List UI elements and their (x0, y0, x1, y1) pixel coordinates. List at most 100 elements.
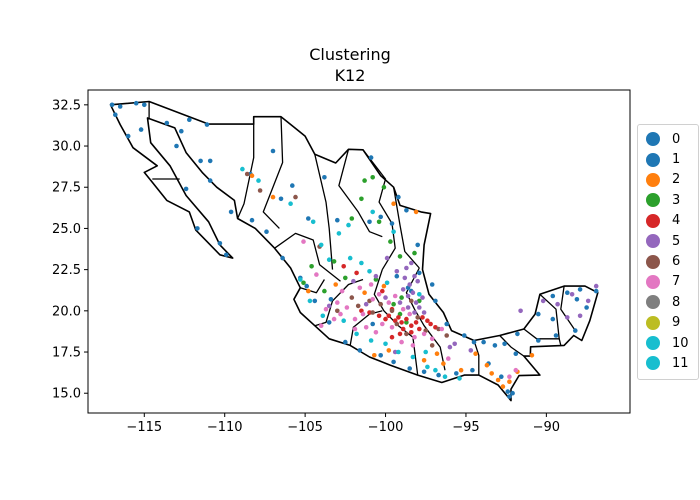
data-point-cluster-1 (510, 390, 515, 396)
data-point-cluster-7 (410, 343, 416, 348)
plot-frame (87, 89, 631, 414)
data-point-cluster-1 (536, 311, 541, 317)
legend-marker (646, 295, 660, 310)
data-point-cluster-3 (376, 219, 382, 225)
data-point-cluster-1 (577, 287, 583, 292)
data-point-cluster-1 (593, 288, 599, 294)
data-point-cluster-1 (553, 333, 559, 338)
data-point-cluster-10 (318, 242, 324, 248)
data-point-cluster-10 (298, 277, 303, 282)
data-point-cluster-2 (270, 194, 276, 200)
data-point-cluster-1 (415, 242, 421, 248)
data-point-cluster-5 (413, 300, 419, 305)
state-border (274, 232, 341, 282)
legend-marker (646, 172, 660, 187)
state-border (237, 124, 255, 219)
data-point-cluster-7 (439, 326, 445, 332)
data-point-cluster-1 (306, 216, 311, 221)
legend-item: 9 (646, 313, 698, 333)
data-point-cluster-3 (388, 239, 393, 244)
legend-marker (646, 274, 660, 289)
data-point-cluster-7 (344, 305, 350, 310)
data-point-cluster-5 (412, 273, 417, 279)
data-point-cluster-1 (117, 104, 123, 109)
data-point-cluster-1 (195, 226, 200, 231)
data-point-cluster-1 (343, 339, 348, 345)
data-point-cluster-10 (346, 222, 351, 228)
data-point-cluster-7 (357, 285, 363, 291)
state-border (473, 340, 480, 376)
legend-item: 7 (646, 272, 698, 292)
data-point-cluster-2 (507, 379, 512, 385)
data-point-cluster-1 (470, 367, 475, 373)
legend-item: 0 (646, 129, 698, 149)
data-point-cluster-1 (515, 331, 520, 337)
data-point-cluster-1 (164, 120, 170, 126)
data-point-cluster-7 (429, 336, 435, 342)
data-point-cluster-4 (383, 316, 388, 322)
data-point-cluster-10 (359, 260, 364, 266)
data-point-cluster-1 (328, 297, 334, 302)
data-point-cluster-3 (349, 216, 355, 221)
data-point-cluster-2 (458, 367, 464, 373)
data-point-cluster-7 (318, 323, 324, 329)
data-point-cluster-10 (310, 219, 316, 225)
legend-marker (646, 152, 660, 167)
legend-label: 9 (672, 315, 681, 331)
state-border (560, 286, 576, 331)
data-point-cluster-1 (513, 351, 519, 357)
data-point-cluster-7 (399, 339, 404, 345)
data-point-cluster-10 (367, 269, 372, 274)
data-point-cluster-10 (433, 367, 438, 373)
data-point-cluster-1 (270, 148, 276, 154)
data-point-cluster-2 (306, 288, 311, 294)
state-border (262, 116, 284, 229)
data-point-cluster-5 (415, 278, 421, 284)
data-point-cluster-1 (335, 217, 340, 223)
data-point-cluster-10 (442, 374, 448, 380)
data-point-cluster-1 (224, 252, 229, 258)
data-point-cluster-3 (309, 264, 314, 269)
data-point-cluster-10 (457, 376, 462, 381)
data-point-cluster-1 (378, 214, 384, 220)
data-point-cluster-10 (383, 341, 388, 347)
legend-label: 0 (672, 131, 681, 147)
data-point-cluster-5 (326, 303, 332, 309)
data-point-cluster-2 (381, 283, 387, 289)
state-border (300, 279, 325, 294)
data-point-cluster-10 (354, 331, 359, 337)
legend-item: 2 (646, 170, 698, 190)
legend-item: 4 (646, 211, 698, 231)
data-point-cluster-5 (412, 310, 417, 315)
data-point-cluster-10 (396, 349, 401, 355)
legend-label: 2 (672, 172, 681, 188)
data-point-cluster-7 (386, 300, 392, 305)
data-point-cluster-2 (529, 353, 535, 358)
data-point-cluster-1 (481, 339, 486, 345)
data-point-cluster-4 (409, 330, 414, 335)
data-point-cluster-5 (404, 265, 409, 271)
data-point-cluster-1 (290, 183, 295, 188)
data-point-cluster-5 (405, 305, 411, 310)
data-point-cluster-5 (569, 292, 575, 297)
data-point-cluster-1 (389, 221, 395, 226)
data-point-cluster-3 (359, 196, 364, 202)
data-point-cluster-5 (409, 260, 414, 266)
data-point-cluster-5 (518, 308, 523, 314)
legend-marker (646, 213, 660, 228)
data-point-cluster-3 (397, 254, 403, 259)
data-point-cluster-3 (399, 295, 404, 300)
legend-item: 8 (646, 292, 698, 312)
data-point-cluster-1 (198, 158, 203, 164)
data-point-cluster-4 (420, 315, 425, 320)
data-point-cluster-4 (389, 334, 395, 340)
state-border (338, 149, 383, 238)
data-point-cluster-1 (142, 102, 147, 108)
data-point-cluster-1 (109, 102, 115, 108)
data-point-cluster-2 (473, 351, 478, 357)
data-point-cluster-4 (386, 313, 392, 319)
data-point-cluster-7 (301, 239, 306, 244)
legend-marker (646, 336, 660, 351)
data-point-cluster-4 (367, 310, 372, 315)
data-point-cluster-10 (336, 231, 342, 236)
